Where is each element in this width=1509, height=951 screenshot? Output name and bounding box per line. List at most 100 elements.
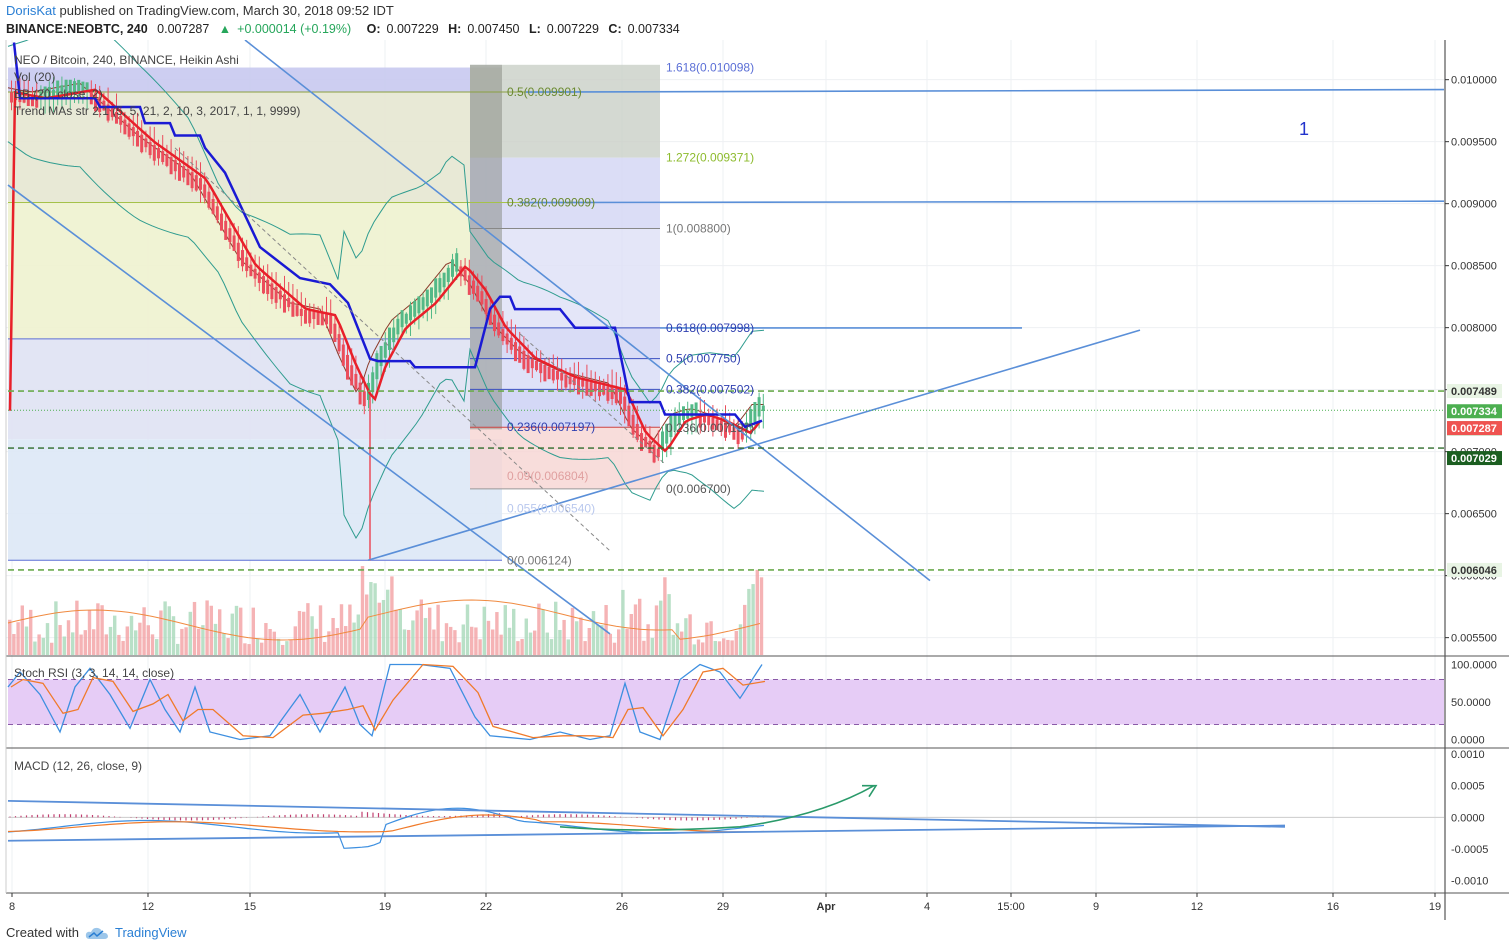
candle-body: [56, 80, 60, 96]
candle-body: [257, 272, 261, 283]
volume-bar: [566, 639, 570, 655]
candle-body: [640, 433, 643, 451]
macd-y-label: -0.0010: [1451, 876, 1488, 888]
price-axis[interactable]: 0.010000 0.009500 0.009000 0.008500 0.008000…: [1445, 75, 1497, 888]
volume-bar: [150, 634, 155, 655]
x-tick-label: 12: [142, 901, 154, 913]
volume-bar: [348, 604, 352, 655]
candle-body: [182, 166, 186, 178]
volume-bar: [478, 639, 482, 655]
candle-body: [623, 396, 627, 411]
candle-body: [169, 157, 173, 175]
candle-body: [43, 86, 47, 98]
candle-body: [228, 228, 232, 243]
volume-bar: [83, 630, 87, 655]
volume-bar: [155, 639, 159, 655]
volume-bar: [297, 610, 302, 655]
candle-body: [543, 364, 547, 382]
time-axis[interactable]: 8 12 15 19 22 26 29 Apr 4 15:00 9 12 16 19: [9, 893, 1441, 913]
candle-body: [522, 350, 526, 369]
price-tag-bg: [1447, 421, 1502, 436]
candle-body: [102, 100, 106, 111]
stoch-k-line: [7, 663, 763, 741]
candle-body: [732, 426, 736, 440]
candle-body: [136, 130, 139, 147]
candle-body: [535, 360, 538, 371]
open-label: O:: [366, 22, 381, 36]
candle-body: [396, 318, 400, 335]
candle-body: [610, 387, 614, 400]
candle-body: [131, 127, 135, 137]
candle-body: [497, 322, 501, 336]
volume-bar: [163, 601, 167, 655]
volume-bar: [659, 600, 663, 655]
candle-body: [148, 142, 152, 156]
volume-bar: [365, 594, 369, 655]
volume-bar: [432, 629, 436, 655]
volume-bar: [499, 634, 503, 655]
volume-bar: [612, 642, 617, 655]
volume-bar: [440, 641, 444, 655]
author-link[interactable]: DorisKat: [6, 3, 56, 18]
candle-body: [434, 278, 438, 298]
volume-bar: [579, 617, 583, 655]
candle-body: [81, 81, 85, 92]
y-tick-label: 0.009500: [1451, 137, 1497, 149]
volume-bar: [16, 622, 20, 655]
candle-body: [123, 119, 127, 135]
chart-canvas[interactable]: 1.618(0.010098) 0.5(0.009901) 1.272(0.0093…: [0, 40, 1509, 920]
candle-body: [10, 92, 13, 103]
volume-bar: [453, 630, 457, 655]
descending-channel-upper: [244, 40, 931, 582]
volume-bar: [62, 636, 66, 655]
volume-bar: [554, 601, 558, 655]
open-value: 0.007229: [386, 22, 439, 36]
volume-bar: [688, 614, 692, 655]
candle-body: [199, 178, 202, 190]
candle-body: [560, 372, 564, 381]
y-tick-label: 0.008500: [1451, 261, 1497, 273]
macd-lower-trendline: [7, 824, 1286, 842]
candle-body: [157, 148, 160, 159]
candle-body: [753, 402, 757, 423]
macd-y-label: -0.0005: [1451, 844, 1488, 856]
candle-body: [320, 313, 324, 326]
volume-bar: [743, 604, 747, 655]
candle-body: [245, 257, 249, 272]
price-tag-bg: [1447, 451, 1502, 466]
candle-body: [60, 85, 64, 95]
price-tag-text: 0.007334: [1451, 406, 1498, 418]
volume-bar: [121, 640, 125, 655]
candle-body: [572, 377, 576, 386]
volume-bar: [738, 624, 743, 655]
candle-body: [661, 431, 664, 451]
volume-bar: [272, 631, 276, 655]
volume-bar: [243, 643, 247, 655]
volume-bar: [75, 600, 79, 655]
volume-bar: [335, 628, 339, 655]
volume-bar: [318, 605, 323, 655]
volume-ma-line: [7, 599, 761, 641]
volume-bar: [541, 609, 545, 655]
trend-lines[interactable]: [7, 40, 1445, 635]
candle-body: [295, 305, 299, 316]
volume-bar: [570, 607, 575, 655]
volume-bar: [29, 609, 33, 655]
candle-body: [110, 108, 114, 118]
candle-body: [77, 79, 81, 92]
candle-body: [52, 89, 55, 97]
up-arrow-icon: ▲: [218, 22, 232, 36]
volume-bar: [54, 601, 58, 655]
volume-bar: [583, 641, 587, 655]
volume-bar: [260, 642, 264, 655]
volume-bar: [314, 628, 318, 655]
arrow-head-icon: [862, 784, 878, 798]
candle-body: [719, 420, 723, 432]
volume-bar: [213, 623, 218, 655]
candle-body: [341, 344, 345, 366]
stoch-y-label: 0.0000: [1451, 735, 1485, 747]
tradingview-brand-link[interactable]: TradingView: [114, 925, 187, 940]
created-with-label: Created with: [6, 925, 79, 940]
close-value: 0.007334: [627, 22, 680, 36]
volume-bar: [66, 620, 71, 655]
